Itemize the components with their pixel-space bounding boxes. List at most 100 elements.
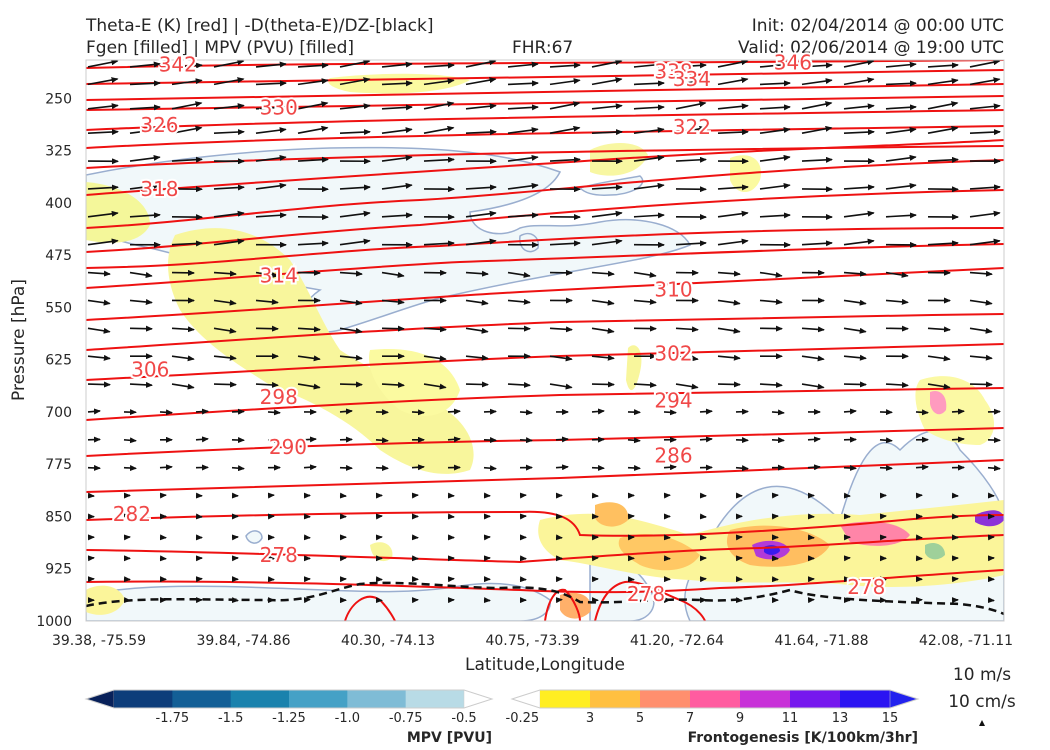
wind-vector bbox=[411, 409, 425, 416]
colorbar-tick-label: -1.0 bbox=[335, 711, 360, 726]
wind-vector bbox=[171, 355, 195, 362]
theta-e-line bbox=[86, 243, 1004, 289]
wind-vector bbox=[87, 299, 111, 306]
y-tick-label: 475 bbox=[45, 248, 72, 264]
theta-e-contour-label: 278 bbox=[627, 582, 665, 606]
wind-vector bbox=[699, 436, 713, 443]
wind-vector bbox=[717, 354, 741, 361]
theta-e-contour-label: 322 bbox=[673, 115, 711, 139]
wind-vector bbox=[879, 437, 893, 444]
mpv-region-lower-left bbox=[86, 582, 551, 621]
wind-vector bbox=[633, 61, 665, 68]
wind-vector bbox=[381, 182, 413, 190]
wind-vector bbox=[885, 104, 917, 111]
wind-vector bbox=[255, 61, 287, 68]
wind-vector bbox=[969, 327, 993, 334]
wind-vector bbox=[129, 61, 161, 68]
theta-e-line bbox=[86, 139, 1004, 196]
wind-vector bbox=[465, 381, 489, 388]
wind-vector bbox=[171, 78, 203, 86]
wind-vector bbox=[339, 464, 353, 471]
x-tick-label: 41.20, -72.64 bbox=[630, 633, 724, 649]
wind-vector bbox=[423, 78, 455, 86]
wind-vector bbox=[633, 104, 665, 111]
wind-vector bbox=[381, 298, 405, 305]
wind-vector bbox=[129, 381, 153, 388]
wind-vector bbox=[465, 129, 497, 136]
wind-vector bbox=[159, 409, 173, 416]
wind-vector bbox=[843, 60, 875, 68]
wind-vector bbox=[879, 464, 893, 471]
wind-vector bbox=[423, 125, 455, 134]
wind-vector bbox=[591, 77, 623, 86]
wind-vector bbox=[591, 354, 615, 361]
wind-vector bbox=[771, 409, 785, 416]
colorbar-tick-label: 5 bbox=[636, 711, 644, 726]
wind-vector bbox=[87, 238, 119, 246]
valid-time: Valid: 02/06/2014 @ 19:00 UTC bbox=[738, 38, 1004, 58]
wind-vector bbox=[339, 408, 353, 415]
colorbar-tick-label: 11 bbox=[782, 711, 799, 726]
wind-vector bbox=[675, 125, 707, 134]
wind-vector bbox=[129, 182, 161, 190]
wind-vector bbox=[213, 354, 237, 361]
wind-vector bbox=[771, 437, 785, 444]
theta-e-line bbox=[86, 267, 1004, 321]
wind-vector bbox=[195, 408, 209, 415]
wind-vector bbox=[915, 464, 929, 471]
wind-vector bbox=[969, 270, 993, 277]
wind-vector bbox=[129, 127, 161, 134]
wind-vector bbox=[381, 104, 413, 111]
wind-reference: 10 m/s 10 cm/s bbox=[948, 665, 1016, 726]
wind-vector bbox=[717, 299, 741, 306]
wind-vector bbox=[381, 154, 413, 162]
wind-vector bbox=[507, 80, 539, 87]
colorbar-segment bbox=[511, 689, 541, 709]
colorbar-tick-label: 7 bbox=[686, 711, 694, 726]
x-tick-label: 39.38, -75.59 bbox=[52, 633, 146, 649]
wind-vector bbox=[87, 103, 119, 110]
wind-vector bbox=[633, 182, 665, 190]
wind-vector bbox=[717, 60, 749, 68]
wind-vector bbox=[213, 327, 237, 334]
wind-vector bbox=[843, 327, 867, 334]
wind-vector bbox=[411, 464, 425, 471]
wind-vector bbox=[297, 101, 329, 110]
wind-vector bbox=[843, 77, 875, 86]
theta-e-line bbox=[544, 588, 581, 621]
y-tick-label: 700 bbox=[45, 405, 72, 421]
wind-reference-arrow bbox=[979, 720, 985, 726]
theta-e-line bbox=[594, 580, 706, 621]
wind-vector bbox=[129, 80, 161, 87]
wind-vector bbox=[87, 129, 119, 136]
wind-vector bbox=[465, 270, 489, 277]
wind-vector bbox=[801, 240, 833, 247]
wind-vector bbox=[507, 182, 539, 190]
wind-vector bbox=[129, 104, 161, 111]
theta-e-contour-label: 286 bbox=[654, 443, 692, 467]
wind-vector bbox=[339, 103, 371, 110]
wind-vector bbox=[129, 325, 153, 332]
wind-vector bbox=[339, 299, 363, 306]
colorbar-segment bbox=[640, 690, 691, 708]
wind-vector bbox=[255, 271, 279, 278]
wind-vector bbox=[171, 101, 203, 110]
wind-vector bbox=[159, 464, 173, 471]
y-tick-label: 850 bbox=[45, 509, 72, 525]
mpv-region-upper bbox=[86, 146, 692, 333]
wind-vector bbox=[663, 464, 677, 471]
wind-vector bbox=[801, 125, 833, 134]
wind-vector bbox=[801, 355, 825, 362]
wind-vector bbox=[591, 408, 605, 415]
wind-vector bbox=[87, 327, 111, 334]
x-tick-label: 42.08, -71.11 bbox=[919, 633, 1013, 649]
fhr-label: FHR:67 bbox=[512, 38, 573, 58]
wind-vector bbox=[633, 298, 657, 305]
wind-vector bbox=[171, 125, 203, 134]
wind-vector bbox=[591, 210, 623, 218]
wind-vector bbox=[759, 298, 783, 305]
wind-vector bbox=[843, 238, 875, 246]
colorbar-segment bbox=[289, 690, 348, 708]
colorbar-segment bbox=[840, 690, 891, 708]
wind-reference-cms: 10 cm/s bbox=[948, 692, 1016, 712]
